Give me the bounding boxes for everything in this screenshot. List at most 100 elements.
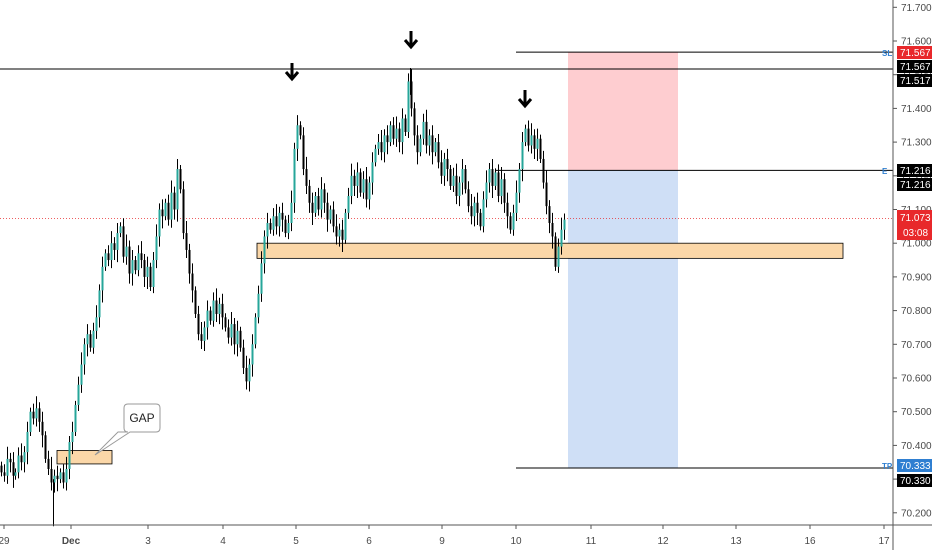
candle (326, 192, 329, 232)
candle-body (515, 192, 518, 213)
candle-body (377, 142, 380, 149)
current-price-bg (897, 210, 932, 240)
candle-body (455, 175, 458, 197)
candle-body (224, 317, 227, 328)
candle-body (371, 162, 374, 183)
candle-body (80, 364, 83, 385)
candle (521, 131, 524, 182)
candle (443, 152, 446, 186)
candle-body (362, 179, 365, 193)
candle-body (236, 330, 239, 345)
candle-body (152, 260, 155, 288)
candle-body (110, 243, 113, 261)
candle-body (125, 246, 128, 257)
candle-body (497, 172, 500, 197)
candle (524, 124, 527, 147)
countdown-value: 03:08 (903, 228, 928, 239)
candle-body (218, 303, 221, 314)
candle (314, 191, 317, 217)
candle (398, 122, 401, 153)
candle (71, 421, 74, 455)
candle-body (149, 266, 152, 288)
candle (131, 249, 134, 286)
x-tick-label: 17 (878, 536, 890, 547)
candle (209, 306, 212, 325)
candle-body (14, 472, 17, 476)
candle (449, 165, 452, 190)
candle (365, 167, 368, 208)
y-tick-label: 70.800 (901, 306, 932, 317)
candle-body (3, 472, 6, 476)
candle-body (389, 125, 392, 143)
candle (320, 177, 323, 218)
candle (182, 181, 185, 240)
candle-body (320, 189, 323, 210)
candle-body (89, 334, 92, 348)
candle-body (422, 121, 425, 139)
candle-body (227, 327, 230, 338)
candle-body (50, 468, 53, 483)
candle (389, 121, 392, 147)
candle-body (188, 249, 191, 274)
candle (542, 150, 545, 189)
candle (101, 256, 104, 303)
y-tick-label: 70.900 (901, 272, 932, 283)
price-tag-bg (897, 178, 932, 191)
candle (302, 127, 305, 176)
candle-body (347, 196, 350, 213)
y-tick-label: 71.000 (901, 239, 932, 250)
candle-body (557, 246, 560, 267)
candle-body (68, 442, 71, 469)
candle-body (446, 158, 449, 170)
candle-body (350, 175, 353, 197)
x-tick-label: 11 (586, 536, 597, 547)
candle-body (242, 347, 245, 368)
candle-body (161, 209, 164, 217)
candle-body (335, 226, 338, 237)
candle (155, 224, 158, 269)
candle-body (266, 222, 269, 237)
candle-body (425, 121, 428, 146)
candle (65, 456, 68, 491)
candle-body (380, 142, 383, 153)
candle-body (332, 209, 335, 227)
candle (527, 120, 530, 152)
candle (83, 338, 86, 375)
candle-body (155, 236, 158, 261)
candle-body (317, 196, 320, 210)
candle-body (494, 172, 497, 186)
candle-body (191, 273, 194, 291)
candle (56, 465, 59, 492)
candle-body (305, 169, 308, 186)
candle-body (527, 128, 530, 146)
candle-body (353, 175, 356, 186)
candle-body (506, 202, 509, 217)
y-tick-label: 70.200 (901, 508, 932, 519)
candle-body (86, 334, 89, 345)
candle-body (239, 330, 242, 348)
candle (395, 116, 398, 147)
candle (278, 206, 281, 237)
candle (185, 220, 188, 259)
candle-body (215, 300, 218, 314)
candle (368, 176, 371, 210)
level-name-label: TP (882, 462, 893, 471)
candle (50, 456, 53, 491)
candle (149, 262, 152, 292)
candle-body (308, 185, 311, 203)
candle-body (449, 169, 452, 186)
candle-body (278, 212, 281, 227)
candle-body (434, 142, 437, 153)
candle (218, 297, 221, 325)
candle-body (563, 219, 566, 230)
candle (500, 167, 503, 205)
candle (176, 158, 179, 222)
candle-body (314, 196, 317, 213)
candle-body (263, 236, 266, 264)
price-tag-secondary: 71.567 (897, 60, 932, 73)
candle-body (9, 458, 12, 463)
candle (416, 125, 419, 165)
candle-body (296, 125, 299, 149)
candle (329, 205, 332, 224)
